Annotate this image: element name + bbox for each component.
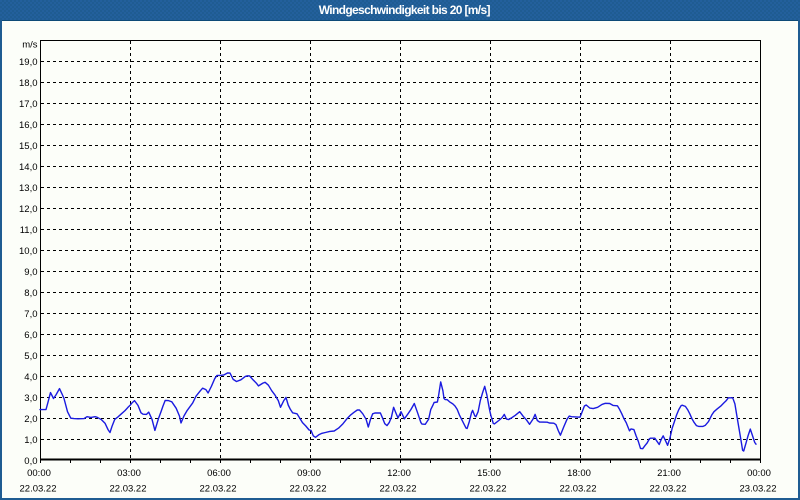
svg-text:22.03.22: 22.03.22 xyxy=(290,484,327,495)
svg-text:23.03.22: 23.03.22 xyxy=(740,484,777,495)
svg-text:5,0: 5,0 xyxy=(24,351,37,362)
svg-text:22.03.22: 22.03.22 xyxy=(200,484,237,495)
svg-text:16,0: 16,0 xyxy=(19,120,38,131)
svg-text:13,0: 13,0 xyxy=(19,183,38,194)
svg-text:9,0: 9,0 xyxy=(24,267,37,278)
svg-text:11,0: 11,0 xyxy=(20,225,38,236)
svg-text:3,0: 3,0 xyxy=(24,393,37,404)
svg-text:22.03.22: 22.03.22 xyxy=(20,484,57,495)
svg-text:15:00: 15:00 xyxy=(477,468,501,479)
svg-text:2,0: 2,0 xyxy=(24,414,37,425)
svg-text:03:00: 03:00 xyxy=(117,468,141,479)
svg-text:Windgeschwindigkeit bis 20 [m/: Windgeschwindigkeit bis 20 [m/s] xyxy=(319,3,491,17)
svg-text:10,0: 10,0 xyxy=(19,246,38,257)
svg-text:14,0: 14,0 xyxy=(19,162,38,173)
svg-text:09:00: 09:00 xyxy=(297,468,321,479)
svg-text:12,0: 12,0 xyxy=(19,204,38,215)
svg-text:15,0: 15,0 xyxy=(19,141,38,152)
svg-text:1,0: 1,0 xyxy=(24,435,37,446)
svg-text:06:00: 06:00 xyxy=(207,468,231,479)
svg-text:21:00: 21:00 xyxy=(657,468,681,479)
svg-text:0,0: 0,0 xyxy=(24,456,37,467)
svg-text:22.03.22: 22.03.22 xyxy=(110,484,147,495)
svg-text:22.03.22: 22.03.22 xyxy=(650,484,687,495)
svg-text:6,0: 6,0 xyxy=(24,330,37,341)
svg-text:22.03.22: 22.03.22 xyxy=(560,484,597,495)
svg-text:18,0: 18,0 xyxy=(19,78,38,89)
svg-text:12:00: 12:00 xyxy=(387,468,411,479)
svg-text:18:00: 18:00 xyxy=(567,468,591,479)
svg-text:m/s: m/s xyxy=(22,40,38,51)
svg-text:8,0: 8,0 xyxy=(24,288,37,299)
svg-text:00:00: 00:00 xyxy=(27,468,51,479)
svg-text:00:00: 00:00 xyxy=(747,468,771,479)
svg-text:7,0: 7,0 xyxy=(24,309,37,320)
svg-text:19,0: 19,0 xyxy=(19,57,38,68)
svg-text:22.03.22: 22.03.22 xyxy=(380,484,417,495)
svg-text:22.03.22: 22.03.22 xyxy=(470,484,507,495)
svg-text:4,0: 4,0 xyxy=(24,372,37,383)
svg-text:17,0: 17,0 xyxy=(19,99,38,110)
